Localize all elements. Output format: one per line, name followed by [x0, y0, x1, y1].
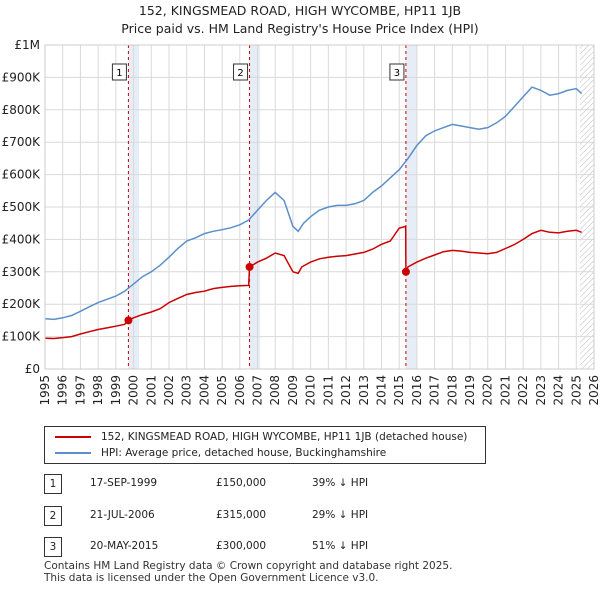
table-row: 2 21-JUL-2006 £315,000 29% ↓ HPI — [44, 506, 464, 526]
transaction-price: £150,000 — [216, 477, 267, 489]
table-row: 3 20-MAY-2015 £300,000 51% ↓ HPI — [44, 537, 464, 557]
transaction-number: 2 — [44, 506, 62, 526]
x-tick-label: 2014 — [374, 375, 388, 406]
legend: 152, KINGSMEAD ROAD, HIGH WYCOMBE, HP11 … — [44, 426, 486, 464]
x-tick-label: 2013 — [357, 375, 371, 406]
x-tick-label: 2022 — [516, 375, 530, 406]
chart-title: 152, KINGSMEAD ROAD, HIGH WYCOMBE, HP11 … — [139, 3, 461, 18]
transaction-number: 1 — [44, 474, 62, 494]
sale-point-1 — [124, 316, 133, 325]
y-tick-label: £400K — [2, 232, 42, 246]
price-chart: 152, KINGSMEAD ROAD, HIGH WYCOMBE, HP11 … — [2, 3, 600, 406]
chart-subtitle: Price paid vs. HM Land Registry's House … — [121, 21, 478, 36]
y-tick-label: £900K — [2, 70, 42, 84]
x-tick-label: 2007 — [251, 375, 265, 406]
table-row: 1 17-SEP-1999 £150,000 39% ↓ HPI — [44, 474, 464, 494]
x-tick-label: 2023 — [534, 375, 548, 406]
x-tick-label: 2021 — [498, 375, 512, 406]
x-tick-label: 2026 — [587, 375, 600, 406]
transaction-price: £300,000 — [216, 540, 267, 552]
x-tick-label: 2016 — [410, 375, 424, 406]
x-tick-label: 2018 — [445, 375, 459, 406]
x-tick-label: 2001 — [144, 375, 158, 406]
legend-label-hpi: HPI: Average price, detached house, Buck… — [101, 447, 387, 459]
x-tick-label: 2020 — [481, 375, 495, 406]
y-tick-label: £700K — [2, 135, 42, 149]
x-tick-label: 2005 — [215, 375, 229, 406]
transaction-price: £315,000 — [216, 509, 267, 521]
transaction-hpi: 39% ↓ HPI — [312, 477, 369, 489]
sale-label-2: 2 — [237, 68, 243, 79]
x-tick-label: 1997 — [73, 375, 87, 406]
series-line-property — [44, 225, 582, 340]
x-tick-label: 1999 — [109, 375, 123, 406]
y-tick-label: £100K — [2, 330, 42, 344]
footer-copyright: Contains HM Land Registry data © Crown c… — [44, 560, 453, 572]
x-tick-label: 2012 — [339, 375, 353, 406]
y-tick-label: £500K — [2, 200, 42, 214]
x-tick-label: 1995 — [38, 375, 52, 406]
x-tick-label: 2024 — [552, 375, 566, 406]
y-tick-label: £800K — [2, 103, 42, 117]
sale-label-box-3 — [389, 63, 405, 81]
y-tick-label: £300K — [2, 265, 42, 279]
sale-point-2 — [245, 262, 254, 271]
x-tick-label: 2017 — [428, 375, 442, 406]
transaction-hpi: 29% ↓ HPI — [312, 509, 369, 521]
legend-item-hpi: HPI: Average price, detached house, Buck… — [55, 445, 386, 461]
x-tick-label: 2002 — [162, 375, 176, 406]
x-tick-label: 2015 — [392, 375, 406, 406]
legend-swatch-hpi — [55, 452, 91, 454]
y-tick-label: £200K — [2, 297, 42, 311]
x-tick-label: 2019 — [463, 375, 477, 406]
sale-label-3: 3 — [394, 68, 400, 79]
y-tick-label: £600K — [2, 168, 42, 182]
transaction-date: 17-SEP-1999 — [90, 477, 158, 489]
plot-border — [44, 44, 595, 370]
footer: Contains HM Land Registry data © Crown c… — [44, 560, 452, 584]
x-tick-label: 2006 — [233, 375, 247, 406]
x-tick-label: 2004 — [197, 375, 211, 406]
y-tick-label: £1M — [14, 38, 40, 52]
x-tick-label: 2008 — [268, 375, 282, 406]
sale-label-1: 1 — [116, 68, 122, 79]
x-tick-label: 2009 — [286, 375, 300, 406]
y-tick-label: £0 — [25, 362, 40, 376]
x-tick-label: 1996 — [56, 375, 70, 406]
transaction-hpi: 51% ↓ HPI — [312, 540, 369, 552]
transaction-date: 21-JUL-2006 — [90, 509, 155, 521]
x-tick-label: 2011 — [321, 375, 335, 406]
legend-label-property: 152, KINGSMEAD ROAD, HIGH WYCOMBE, HP11 … — [101, 431, 468, 443]
x-tick-label: 1998 — [91, 375, 105, 406]
series-line-hpi — [44, 86, 583, 321]
x-tick-label: 2003 — [180, 375, 194, 406]
x-tick-label: 2010 — [304, 375, 318, 406]
sale-label-box-1 — [111, 63, 127, 81]
footer-licence: This data is licensed under the Open Gov… — [44, 572, 379, 584]
x-tick-label: 2000 — [127, 375, 141, 406]
legend-swatch-property — [55, 436, 91, 438]
legend-item-property: 152, KINGSMEAD ROAD, HIGH WYCOMBE, HP11 … — [55, 429, 467, 445]
sale-label-box-2 — [233, 63, 249, 81]
transaction-number: 3 — [44, 537, 62, 557]
sale-point-3 — [401, 267, 410, 276]
transaction-date: 20-MAY-2015 — [90, 540, 159, 552]
x-tick-label: 2025 — [569, 375, 583, 406]
